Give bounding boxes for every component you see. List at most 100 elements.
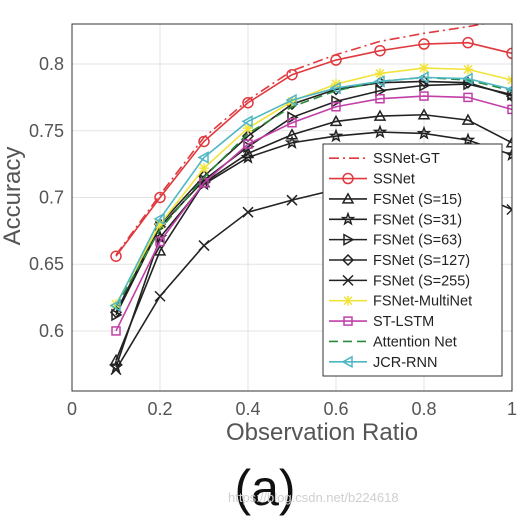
square-marker (199, 178, 209, 188)
star-marker (372, 124, 388, 139)
triangle-right-marker (419, 79, 431, 92)
circle-marker (154, 191, 166, 204)
legend-entry: Attention Net (329, 334, 457, 350)
series-line (115, 113, 512, 361)
y-tick-label: 0.65 (29, 254, 64, 274)
square-marker (287, 118, 297, 128)
series-line (115, 83, 512, 316)
legend-entry: ST-LSTM (329, 314, 434, 330)
series-line (115, 24, 488, 256)
legend-label: FSNet (S=127) (373, 253, 470, 269)
x-marker (154, 290, 166, 302)
legend-label: FSNet-MultiNet (373, 294, 472, 310)
triangle-up-marker (341, 192, 355, 204)
triangle-right-marker (343, 233, 355, 246)
x-tick-label: 0.2 (147, 399, 172, 419)
legend-label: FSNet (S=255) (373, 273, 470, 289)
circle-marker (330, 54, 342, 66)
x-tick-label: 0 (67, 399, 77, 419)
square-marker (507, 104, 512, 115)
circle-marker (110, 250, 122, 262)
star-marker (416, 125, 432, 140)
x-marker (506, 203, 512, 216)
legend-entry: SSNet (329, 172, 415, 188)
y-tick-label: 0.7 (39, 187, 64, 207)
circle-marker (374, 44, 386, 57)
triangle-up-marker (417, 108, 431, 120)
asterisk-marker (463, 64, 473, 75)
x-marker (342, 274, 354, 286)
asterisk-marker (343, 295, 353, 306)
asterisk-marker (419, 63, 429, 74)
legend-entry: JCR-RNN (329, 355, 437, 371)
x-tick-label: 0.6 (323, 399, 348, 419)
legend-entry: FSNet (S=127) (329, 253, 470, 269)
star-marker (340, 211, 356, 226)
triangle-left-marker (197, 151, 209, 164)
legend-entry: FSNet (S=31) (329, 211, 462, 228)
x-axis-label: Observation Ratio (226, 419, 418, 446)
square-marker (463, 92, 473, 103)
asterisk-marker (375, 68, 385, 79)
x-tick-label: 0.8 (411, 399, 436, 419)
circle-marker (242, 96, 254, 109)
series-line (115, 95, 512, 332)
y-axis-label: Accuracy (0, 147, 26, 246)
y-tick-label: 0.8 (39, 54, 64, 74)
x-marker (286, 194, 298, 206)
legend-label: SSNet-GT (373, 151, 440, 167)
asterisk-marker (155, 219, 165, 230)
triangle-up-marker (505, 136, 512, 148)
legend-entry: FSNet (S=255) (329, 273, 470, 289)
circle-marker (462, 36, 474, 49)
legend-entry: FSNet (S=63) (329, 233, 462, 249)
triangle-left-marker (241, 115, 253, 128)
y-tick-label: 0.6 (39, 321, 64, 341)
legend-label: FSNet (S=31) (373, 212, 462, 228)
square-marker (331, 101, 341, 112)
x-marker (242, 206, 254, 218)
legend-label: FSNet (S=15) (373, 192, 462, 208)
x-marker (110, 364, 122, 376)
square-marker (419, 91, 429, 101)
star-marker (460, 132, 476, 147)
legend: SSNet-GT SSNet FSNet (S=15) FSNet (S=31) FSN… (322, 143, 503, 377)
legend-label: JCR-RNN (373, 355, 437, 371)
diamond-marker (505, 90, 512, 103)
watermark-text: https://blog.csdn.net/b224618 (228, 490, 399, 505)
x-marker (198, 240, 210, 252)
star-marker (328, 128, 344, 143)
x-tick-label: 0.4 (235, 399, 260, 419)
square-marker (243, 139, 253, 149)
series-line (115, 67, 512, 305)
triangle-left-marker (285, 93, 297, 107)
square-marker (155, 236, 165, 247)
asterisk-marker (331, 79, 341, 90)
circle-marker (286, 68, 298, 81)
legend-label: SSNet (373, 172, 415, 188)
diamond-marker (341, 253, 355, 267)
legend-label: ST-LSTM (373, 314, 434, 330)
square-marker (375, 93, 385, 104)
legend-entry: FSNet-MultiNet (329, 294, 472, 310)
series-st-lstm (111, 91, 512, 336)
triangle-up-marker (153, 244, 167, 256)
axes: 0 0.2 0.4 0.6 0.8 1 0.6 0.65 0.7 0.75 0.8 (29, 23, 517, 419)
triangle-left-marker (461, 72, 473, 85)
triangle-up-marker (461, 113, 475, 125)
circle-marker (198, 135, 210, 148)
triangle-left-marker (341, 355, 353, 369)
triangle-right-marker (331, 95, 343, 108)
legend-entry: SSNet-GT (329, 151, 440, 167)
figure-caption: (a) (234, 460, 295, 516)
diamond-marker (241, 130, 255, 143)
legend-label: Attention Net (373, 334, 457, 350)
plot-frame (71, 23, 513, 392)
asterisk-marker (287, 96, 297, 107)
triangle-right-marker (287, 111, 299, 124)
legend-entry: FSNet (S=15) (329, 192, 462, 208)
asterisk-marker (199, 163, 209, 174)
series-ssnet-gt (115, 24, 488, 256)
